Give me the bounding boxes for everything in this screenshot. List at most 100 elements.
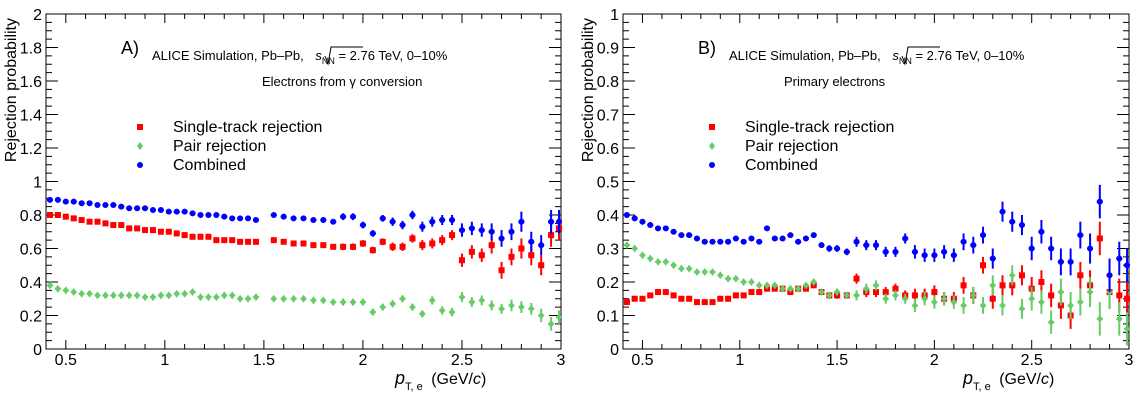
data-point xyxy=(110,222,117,229)
data-point xyxy=(126,205,133,212)
data-point xyxy=(538,242,545,249)
data-point xyxy=(449,232,456,239)
data-point xyxy=(181,208,188,215)
x-axis-label-unit: (GeV/ xyxy=(427,371,474,388)
data-point xyxy=(853,275,860,282)
x-axis-label: pT, e (GeV/c) xyxy=(394,368,486,393)
x-axis-label-sub: T, e xyxy=(973,381,991,393)
y-tick-label: 1 xyxy=(610,7,619,24)
data-point xyxy=(1018,222,1025,229)
data-point xyxy=(548,232,555,239)
data-point xyxy=(1096,314,1103,323)
annotation-text: ALICE Simulation, Pb–Pb, sNN = 2.76 TeV,… xyxy=(729,48,1025,66)
data-point xyxy=(989,295,996,302)
data-point xyxy=(270,212,277,218)
data-point xyxy=(359,240,366,247)
data-point xyxy=(740,238,747,245)
data-point xyxy=(320,296,327,305)
data-point xyxy=(310,217,317,224)
data-point xyxy=(771,235,778,242)
data-point xyxy=(54,196,61,203)
data-point xyxy=(802,281,809,290)
data-point xyxy=(999,301,1006,310)
data-point xyxy=(237,294,244,303)
data-point xyxy=(409,235,416,242)
data-point xyxy=(157,206,164,213)
data-point xyxy=(1077,232,1084,239)
data-point xyxy=(468,248,475,255)
data-point xyxy=(478,252,485,259)
y-tick-label: 0.5 xyxy=(597,175,619,192)
data-point xyxy=(655,257,662,266)
data-point xyxy=(157,228,164,235)
series-pair-rejection xyxy=(623,241,1131,346)
data-point xyxy=(528,304,535,313)
data-point xyxy=(1116,255,1123,262)
data-point xyxy=(670,228,677,235)
data-point xyxy=(1124,295,1131,302)
data-point xyxy=(1018,272,1025,279)
data-point xyxy=(70,198,77,205)
data-point xyxy=(709,267,716,276)
data-point xyxy=(623,212,630,218)
legend-marker xyxy=(137,142,143,150)
panel-label: B) xyxy=(698,38,716,58)
data-point xyxy=(931,298,938,307)
legend-label: Combined xyxy=(745,157,818,174)
data-point xyxy=(165,208,172,215)
data-point xyxy=(843,291,850,300)
data-point xyxy=(102,291,109,300)
data-point xyxy=(78,289,85,298)
data-point xyxy=(1106,272,1113,279)
data-point xyxy=(843,248,850,255)
annotation-suffix: = 2.76 TeV, 0–10% xyxy=(335,48,448,63)
y-tick-label: 1.6 xyxy=(20,74,42,91)
data-point xyxy=(213,293,220,302)
sqrt-sign-icon xyxy=(901,46,940,66)
annotation-suffix: = 2.76 TeV, 0–10% xyxy=(912,48,1025,63)
data-point xyxy=(960,282,967,289)
data-point xyxy=(639,251,646,260)
data-point xyxy=(556,313,563,322)
data-point xyxy=(458,257,465,264)
data-point xyxy=(205,212,212,218)
y-tick-label: 0.4 xyxy=(20,275,42,292)
data-point xyxy=(62,286,69,295)
y-tick-label: 0 xyxy=(33,342,42,359)
data-point xyxy=(181,232,188,239)
data-point xyxy=(686,232,693,239)
data-point xyxy=(70,215,77,222)
data-point xyxy=(280,213,287,220)
data-point xyxy=(94,291,101,300)
data-point xyxy=(46,212,53,218)
data-point xyxy=(725,295,732,302)
data-point xyxy=(1067,258,1074,265)
data-point xyxy=(892,248,899,255)
annotation-sqrt-s: s xyxy=(892,48,899,63)
data-point xyxy=(771,281,778,290)
data-point xyxy=(300,215,307,222)
data-point xyxy=(970,291,977,300)
data-point xyxy=(369,247,376,254)
data-point xyxy=(818,288,825,297)
data-point xyxy=(78,200,85,207)
data-point xyxy=(350,243,357,250)
data-point xyxy=(693,235,700,242)
data-point xyxy=(826,245,833,252)
data-point xyxy=(78,217,85,224)
data-point xyxy=(197,212,204,218)
data-point xyxy=(102,201,109,208)
data-point xyxy=(379,238,386,245)
data-point xyxy=(538,262,545,269)
data-point xyxy=(882,248,889,255)
data-point xyxy=(548,218,555,225)
data-point xyxy=(439,306,446,315)
data-point xyxy=(748,235,755,242)
data-point xyxy=(863,242,870,249)
data-point xyxy=(980,232,987,239)
y-tick-label: 0.6 xyxy=(597,141,619,158)
y-tick-label: 1.4 xyxy=(20,108,42,125)
data-point xyxy=(86,200,93,207)
x-axis-label-p: p xyxy=(394,368,405,388)
data-point xyxy=(678,295,685,302)
